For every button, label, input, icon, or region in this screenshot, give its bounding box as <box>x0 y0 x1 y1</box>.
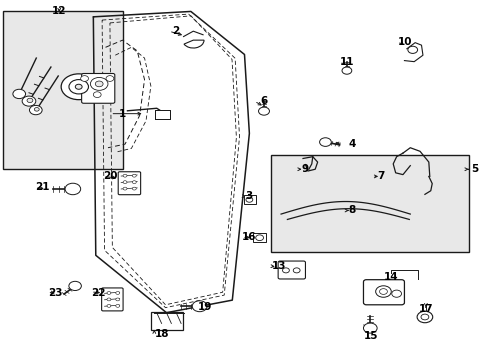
Circle shape <box>416 311 432 323</box>
Circle shape <box>34 108 39 111</box>
Circle shape <box>375 286 390 297</box>
FancyBboxPatch shape <box>363 280 404 305</box>
Text: 23: 23 <box>48 288 62 298</box>
Text: 10: 10 <box>397 37 412 47</box>
Bar <box>155 110 169 119</box>
Text: 14: 14 <box>383 272 397 282</box>
Circle shape <box>116 298 120 301</box>
Circle shape <box>90 77 108 90</box>
FancyBboxPatch shape <box>102 288 123 311</box>
Text: 6: 6 <box>260 96 267 106</box>
Circle shape <box>116 305 120 307</box>
Bar <box>151 312 182 329</box>
Text: 5: 5 <box>470 164 477 174</box>
Bar <box>3 12 122 169</box>
Text: 9: 9 <box>301 164 308 174</box>
Text: 13: 13 <box>271 261 285 271</box>
Circle shape <box>132 187 136 190</box>
FancyBboxPatch shape <box>278 261 305 279</box>
Circle shape <box>116 292 120 294</box>
Bar <box>243 195 256 204</box>
Text: 15: 15 <box>363 331 378 341</box>
Circle shape <box>65 183 81 195</box>
Circle shape <box>29 105 42 115</box>
Text: 7: 7 <box>377 171 384 181</box>
Circle shape <box>391 290 401 297</box>
Circle shape <box>123 174 127 177</box>
Circle shape <box>106 76 114 81</box>
Circle shape <box>258 107 269 115</box>
Circle shape <box>22 96 36 106</box>
Text: 11: 11 <box>339 57 353 67</box>
Text: 2: 2 <box>172 26 180 36</box>
Circle shape <box>282 268 289 273</box>
Circle shape <box>27 98 33 103</box>
Circle shape <box>93 92 101 98</box>
Circle shape <box>245 197 252 202</box>
Wedge shape <box>183 40 203 48</box>
Circle shape <box>192 301 206 312</box>
FancyBboxPatch shape <box>81 73 115 103</box>
Circle shape <box>293 268 300 273</box>
Text: 20: 20 <box>103 171 118 181</box>
Circle shape <box>379 289 386 294</box>
Text: 16: 16 <box>242 232 256 242</box>
Text: 1: 1 <box>119 109 126 119</box>
Circle shape <box>420 314 428 320</box>
Circle shape <box>123 187 127 190</box>
Circle shape <box>69 281 81 291</box>
Circle shape <box>95 81 103 87</box>
Circle shape <box>61 74 96 100</box>
Text: 18: 18 <box>154 329 168 339</box>
Circle shape <box>363 323 376 333</box>
Circle shape <box>13 89 25 99</box>
Circle shape <box>75 84 82 89</box>
Circle shape <box>319 138 331 147</box>
Text: 12: 12 <box>52 6 66 16</box>
FancyBboxPatch shape <box>118 172 141 195</box>
Circle shape <box>107 298 111 301</box>
Bar <box>253 233 265 242</box>
Circle shape <box>407 46 417 53</box>
Circle shape <box>341 67 351 74</box>
Circle shape <box>132 174 136 177</box>
Text: 17: 17 <box>418 304 432 314</box>
Circle shape <box>107 292 111 294</box>
Circle shape <box>255 235 263 240</box>
Text: 4: 4 <box>347 139 355 149</box>
Circle shape <box>107 305 111 307</box>
Bar <box>271 155 468 252</box>
Circle shape <box>123 181 127 184</box>
Text: 8: 8 <box>347 206 355 216</box>
Text: 3: 3 <box>245 191 252 201</box>
Text: 21: 21 <box>35 182 49 192</box>
Text: 22: 22 <box>91 288 105 298</box>
Circle shape <box>81 76 88 81</box>
Circle shape <box>132 181 136 184</box>
Circle shape <box>69 80 88 94</box>
Text: 19: 19 <box>198 302 212 312</box>
